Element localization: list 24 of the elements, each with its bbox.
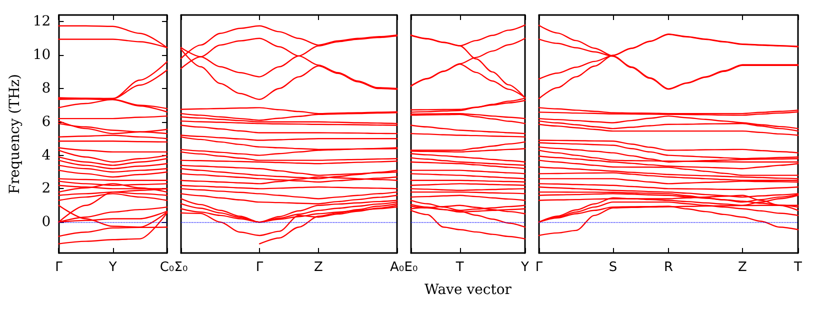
x-tick-label: Σ₀	[174, 260, 188, 275]
x-tick-label: Γ	[256, 260, 264, 275]
x-tick-label: R	[664, 260, 674, 275]
y-tick-label: 4	[42, 147, 51, 164]
y-tick-label: 10	[32, 47, 51, 64]
x-tick-label: Y	[108, 260, 117, 275]
x-tick-label: Z	[314, 260, 323, 275]
y-tick-label: 8	[42, 80, 51, 96]
y-tick-label: 0	[42, 214, 51, 230]
x-tick-label: Z	[738, 260, 748, 275]
x-tick-label: Γ	[55, 260, 64, 275]
x-tick-label: Γ	[535, 260, 544, 275]
x-tick-label: E₀	[404, 260, 418, 275]
x-tick-label: T	[793, 260, 802, 275]
y-tick-label: 2	[42, 180, 51, 197]
y-tick-label: 6	[42, 114, 51, 130]
y-tick-label: 12	[32, 14, 51, 30]
x-tick-label: A₀	[390, 260, 404, 275]
x-tick-label: Y	[520, 260, 530, 275]
x-tick-label: C₀	[160, 260, 174, 275]
x-axis-title: Wave vector	[424, 282, 512, 298]
x-tick-label: T	[454, 260, 464, 275]
y-axis-title: Frequency (THz)	[7, 74, 23, 194]
x-tick-label: S	[608, 260, 618, 275]
